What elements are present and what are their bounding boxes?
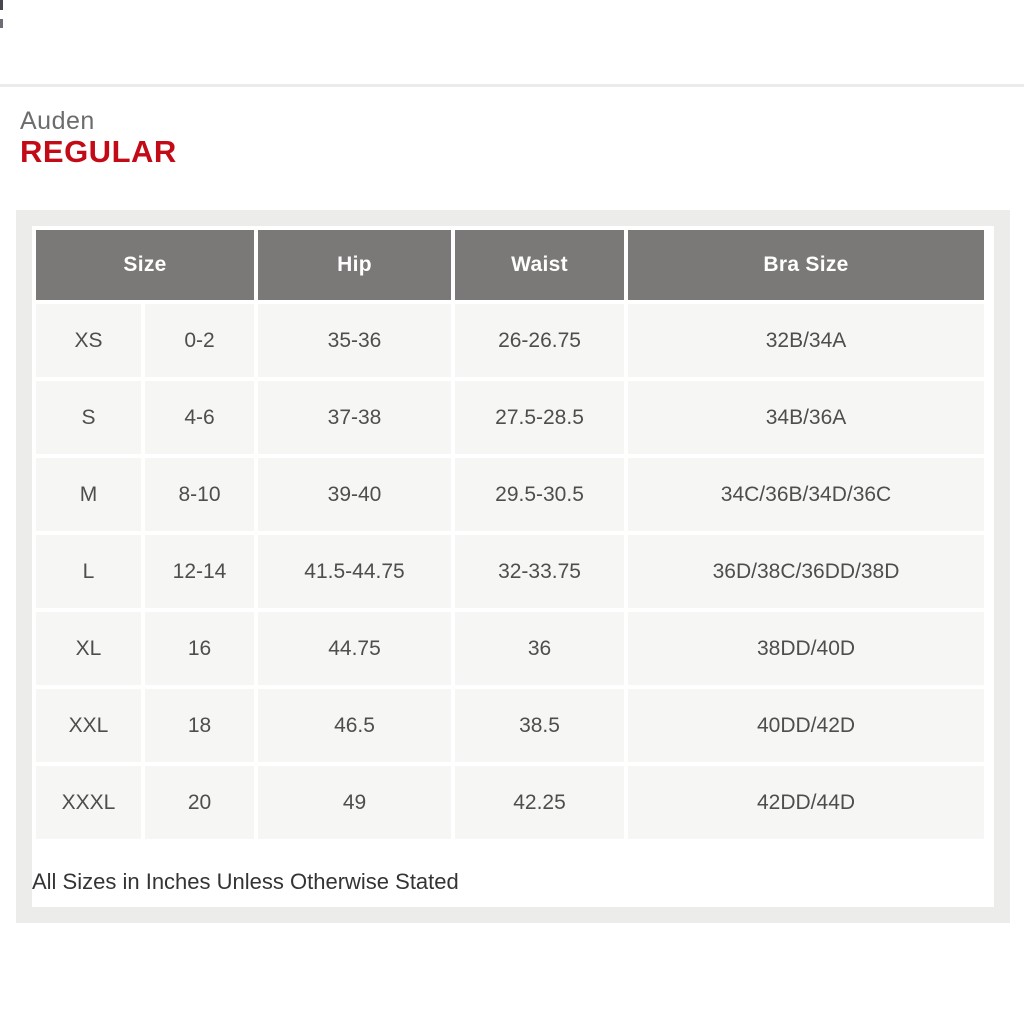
size-row-m: M 8-10 39-40 29.5-30.5 34C/36B/34D/36C	[36, 458, 985, 531]
fit-label: REGULAR	[20, 134, 177, 169]
size-chart-panel: Size Hip Waist Bra Size XS 0-2 35-36 26-26.75 3…	[16, 210, 1010, 923]
cell-hip: 35-36	[258, 304, 452, 377]
size-row-l: L 12-14 41.5-44.75 32-33.75 36D/38C/36DD/38D	[36, 535, 985, 608]
cell-bra-size: 42DD/44D	[628, 766, 985, 839]
column-header-bra-size: Bra Size	[628, 230, 985, 300]
cell-size-range: 4-6	[145, 381, 255, 454]
cell-size-label: XXL	[36, 689, 141, 762]
size-chart-head-row: Size Hip Waist Bra Size	[36, 230, 985, 300]
top-divider	[0, 84, 1024, 87]
cell-size-range: 8-10	[145, 458, 255, 531]
size-row-xxxl: XXXL 20 49 42.25 42DD/44D	[36, 766, 985, 839]
cell-bra-size: 32B/34A	[628, 304, 985, 377]
cell-size-label: M	[36, 458, 141, 531]
cell-size-range: 12-14	[145, 535, 255, 608]
cell-bra-size: 34C/36B/34D/36C	[628, 458, 985, 531]
size-row-xl: XL 16 44.75 36 38DD/40D	[36, 612, 985, 685]
size-chart-body: XS 0-2 35-36 26-26.75 32B/34A S 4-6 37-38 27.5-2…	[36, 304, 985, 839]
cell-size-label: S	[36, 381, 141, 454]
size-row-s: S 4-6 37-38 27.5-28.5 34B/36A	[36, 381, 985, 454]
cell-waist: 29.5-30.5	[455, 458, 625, 531]
cell-size-label: XL	[36, 612, 141, 685]
edge-artifact	[0, 0, 3, 10]
column-header-size: Size	[36, 230, 255, 300]
cell-bra-size: 34B/36A	[628, 381, 985, 454]
size-chart-footnote: All Sizes in Inches Unless Otherwise Sta…	[32, 869, 459, 894]
cell-bra-size: 40DD/42D	[628, 689, 985, 762]
brand-name: Auden	[20, 107, 95, 135]
cell-waist: 36	[455, 612, 625, 685]
cell-size-range: 20	[145, 766, 255, 839]
cell-waist: 32-33.75	[455, 535, 625, 608]
cell-hip: 44.75	[258, 612, 452, 685]
cell-size-range: 18	[145, 689, 255, 762]
cell-size-label: L	[36, 535, 141, 608]
size-chart-table: Size Hip Waist Bra Size XS 0-2 35-36 26-26.75 3…	[32, 226, 988, 843]
cell-hip: 41.5-44.75	[258, 535, 452, 608]
brand-block: Auden REGULAR	[20, 107, 177, 169]
cell-hip: 39-40	[258, 458, 452, 531]
size-row-xs: XS 0-2 35-36 26-26.75 32B/34A	[36, 304, 985, 377]
column-header-hip: Hip	[258, 230, 452, 300]
cell-bra-size: 38DD/40D	[628, 612, 985, 685]
cell-size-label: XS	[36, 304, 141, 377]
cell-waist: 26-26.75	[455, 304, 625, 377]
cell-waist: 27.5-28.5	[455, 381, 625, 454]
cell-hip: 49	[258, 766, 452, 839]
cell-size-range: 16	[145, 612, 255, 685]
column-header-waist: Waist	[455, 230, 625, 300]
cell-waist: 38.5	[455, 689, 625, 762]
edge-artifact	[0, 19, 3, 28]
cell-size-label: XXXL	[36, 766, 141, 839]
size-row-xxl: XXL 18 46.5 38.5 40DD/42D	[36, 689, 985, 762]
cell-size-range: 0-2	[145, 304, 255, 377]
cell-bra-size: 36D/38C/36DD/38D	[628, 535, 985, 608]
cell-hip: 37-38	[258, 381, 452, 454]
cell-waist: 42.25	[455, 766, 625, 839]
cell-hip: 46.5	[258, 689, 452, 762]
